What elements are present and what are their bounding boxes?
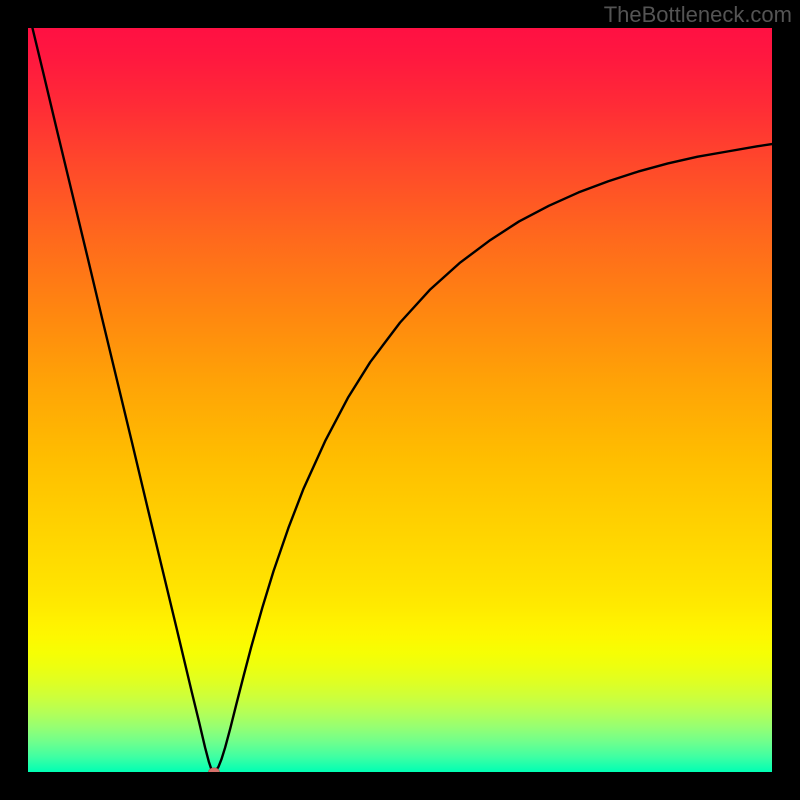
plot-background — [28, 28, 772, 772]
watermark-text: TheBottleneck.com — [604, 2, 792, 28]
frame-edge — [772, 0, 800, 800]
frame-edge — [0, 0, 28, 800]
bottleneck-chart — [0, 0, 800, 800]
chart-container: TheBottleneck.com — [0, 0, 800, 800]
frame-edge — [0, 772, 800, 800]
